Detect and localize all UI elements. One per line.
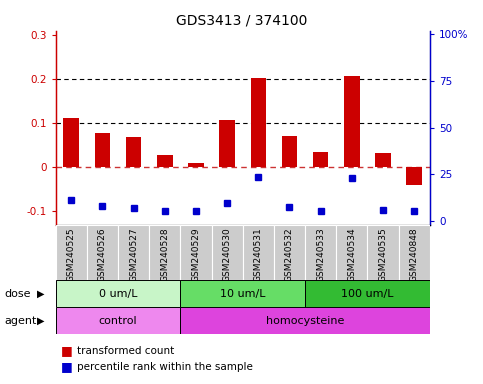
Bar [313,152,328,167]
Text: control: control [99,316,137,326]
Text: GSM240527: GSM240527 [129,227,138,282]
Bar [336,225,368,280]
Bar [180,280,305,307]
Text: dose: dose [5,289,31,299]
Bar [282,136,298,167]
Bar [118,225,149,280]
Text: transformed count: transformed count [77,346,174,356]
Text: GDS3413 / 374100: GDS3413 / 374100 [176,13,307,27]
Bar [63,118,79,167]
Bar [87,225,118,280]
Bar [56,307,180,334]
Text: ■: ■ [60,360,72,373]
Bar [274,225,305,280]
Text: ▶: ▶ [37,289,45,299]
Bar [368,225,398,280]
Text: GSM240534: GSM240534 [347,227,356,282]
Text: GSM240526: GSM240526 [98,227,107,282]
Text: ■: ■ [60,344,72,357]
Text: GSM240848: GSM240848 [410,227,419,282]
Bar [95,133,110,167]
Text: 10 um/L: 10 um/L [220,289,266,299]
Text: percentile rank within the sample: percentile rank within the sample [77,362,253,372]
Text: 100 um/L: 100 um/L [341,289,394,299]
Text: GSM240528: GSM240528 [160,227,169,282]
Bar [180,307,430,334]
Bar [56,225,87,280]
Text: GSM240529: GSM240529 [191,227,200,282]
Text: GSM240530: GSM240530 [223,227,232,282]
Bar [56,280,180,307]
Bar [251,78,266,167]
Bar [157,155,172,167]
Bar [219,120,235,167]
Bar [180,225,212,280]
Text: homocysteine: homocysteine [266,316,344,326]
Text: GSM240531: GSM240531 [254,227,263,282]
Text: GSM240532: GSM240532 [285,227,294,282]
Bar [398,225,430,280]
Bar [242,225,274,280]
Bar [149,225,180,280]
Bar [188,163,204,167]
Bar [305,225,336,280]
Bar [375,153,391,167]
Text: GSM240535: GSM240535 [379,227,387,282]
Text: ▶: ▶ [37,316,45,326]
Text: GSM240533: GSM240533 [316,227,325,282]
Text: GSM240525: GSM240525 [67,227,76,282]
Bar [407,167,422,185]
Text: 0 um/L: 0 um/L [99,289,137,299]
Text: agent: agent [5,316,37,326]
Bar [305,280,430,307]
Bar [126,137,142,167]
Bar [212,225,242,280]
Bar [344,76,360,167]
